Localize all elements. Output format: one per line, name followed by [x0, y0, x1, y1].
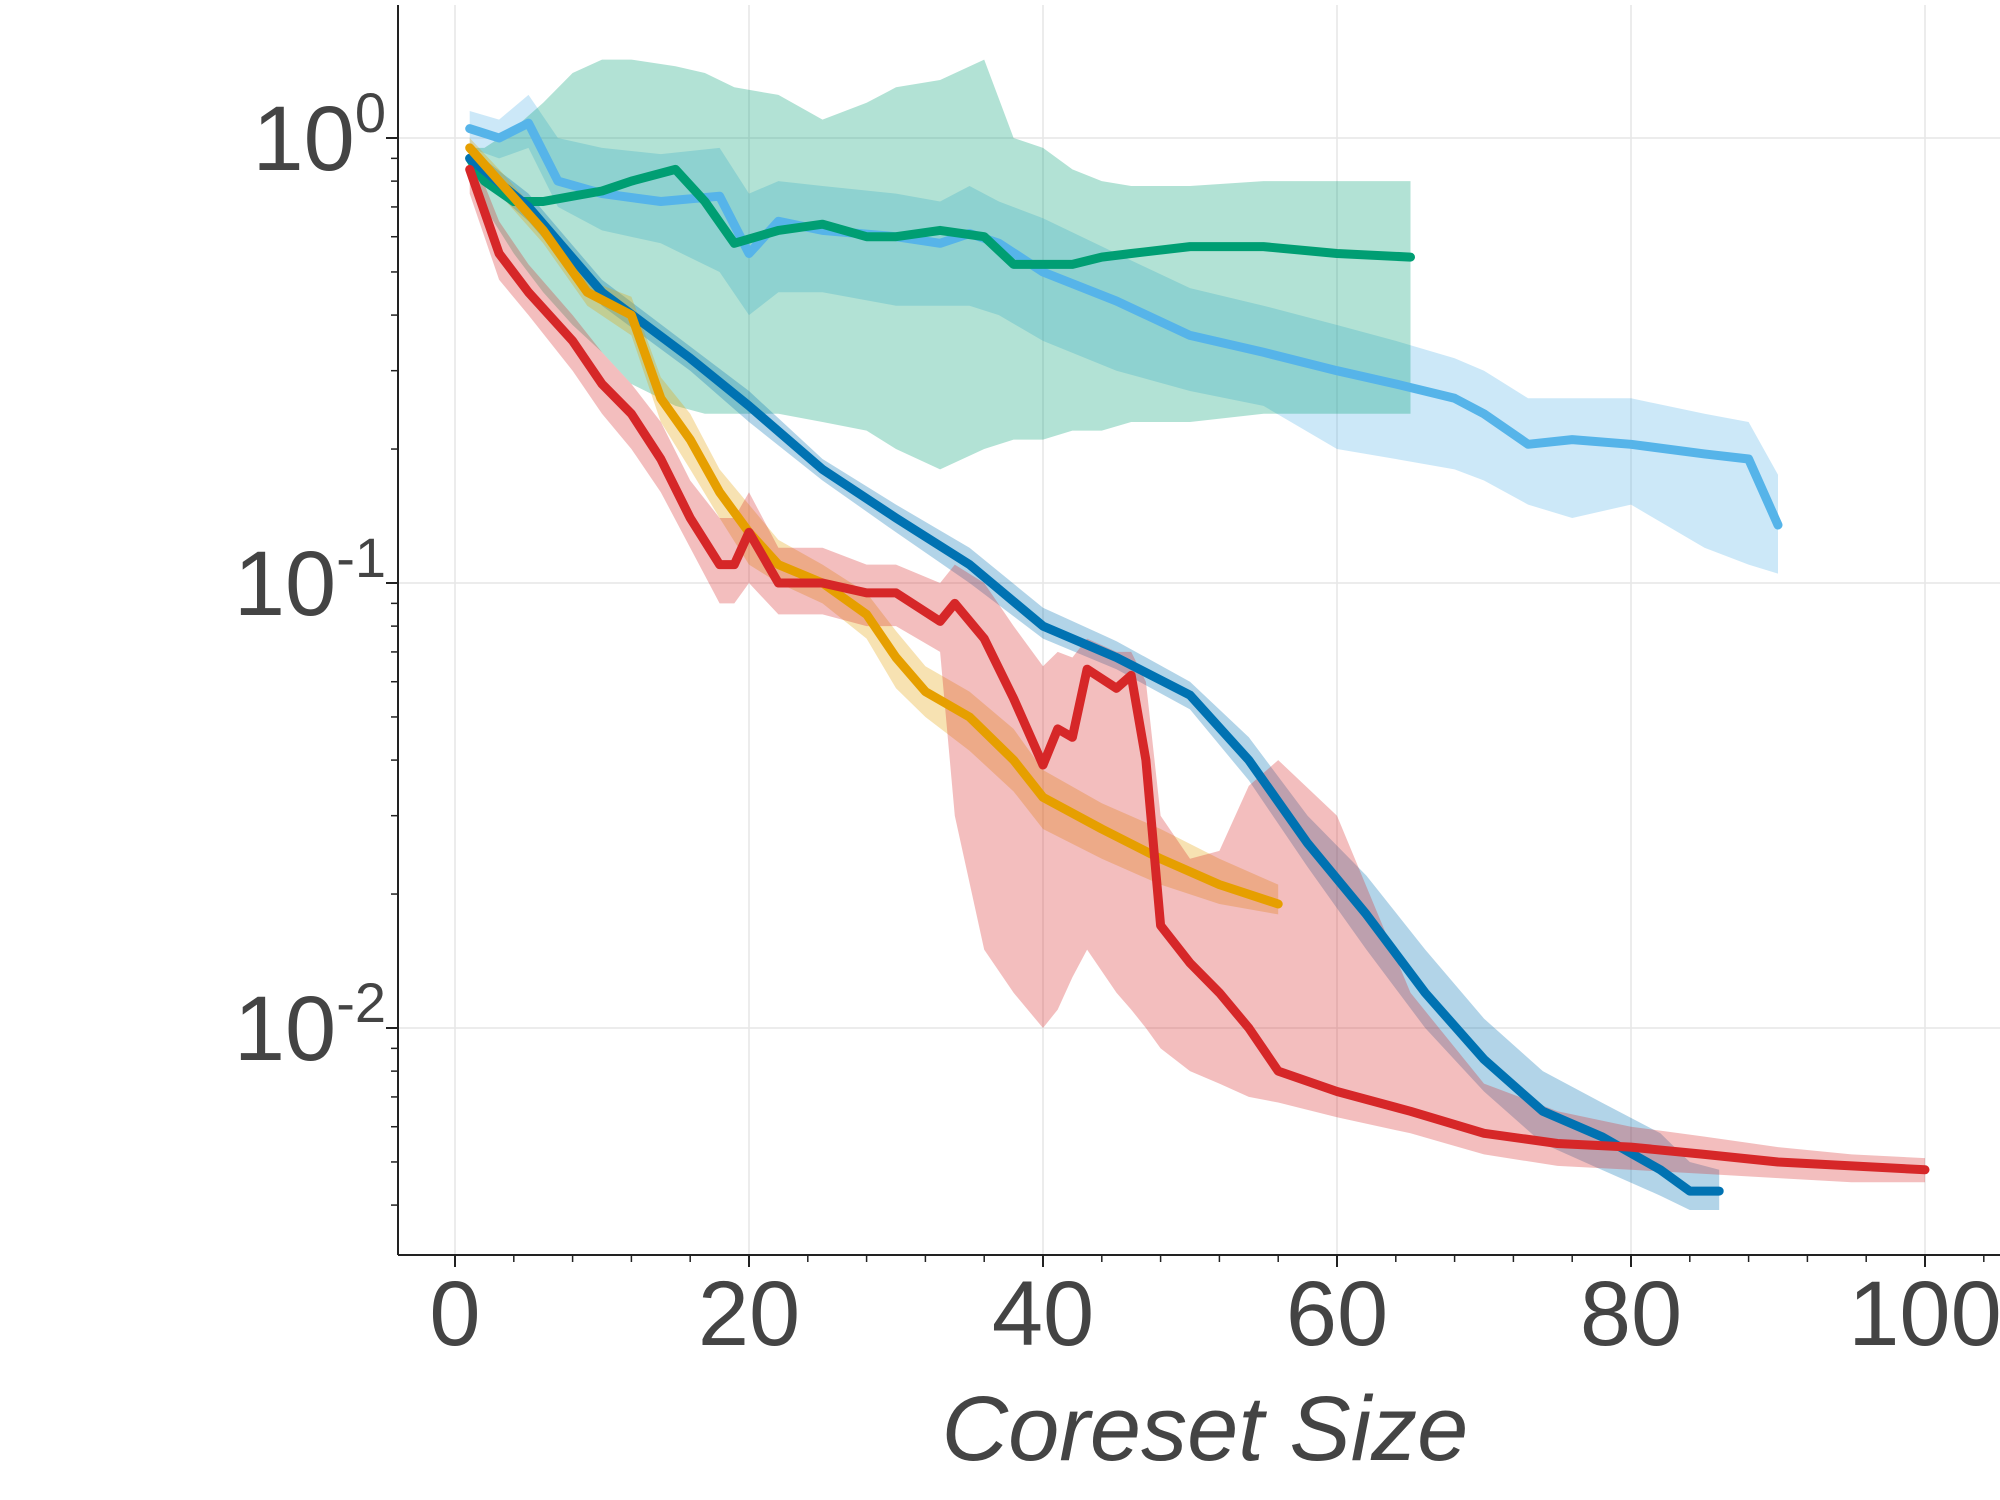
tick-labels: 0 20 40 60 80 100 100 10-1 10-2 [234, 81, 2000, 1365]
series-line-0 [465, 118, 1783, 530]
y-tick-label: 100 [253, 81, 387, 190]
axes [386, 5, 2000, 1267]
series-line-4 [465, 164, 1930, 1175]
series-line-2 [465, 153, 1724, 1196]
x-tick-label: 20 [698, 1263, 800, 1365]
series-lines [465, 118, 1930, 1196]
confidence-bands [469, 59, 1926, 1210]
y-tick-label: 10-2 [234, 971, 386, 1080]
x-tick-label: 100 [1848, 1263, 2000, 1365]
x-tick-label: 60 [1286, 1263, 1388, 1365]
y-tick-label: 10-1 [234, 526, 386, 635]
x-tick-label: 0 [429, 1263, 480, 1365]
series-band-0 [469, 94, 1779, 574]
grid-lines [398, 5, 2000, 1255]
x-axis-title: Coreset Size [942, 1378, 1469, 1480]
series-line-1 [465, 153, 1415, 269]
x-tick-label: 80 [1580, 1263, 1682, 1365]
series-band-2 [469, 147, 1720, 1210]
x-tick-label: 40 [992, 1263, 1094, 1365]
